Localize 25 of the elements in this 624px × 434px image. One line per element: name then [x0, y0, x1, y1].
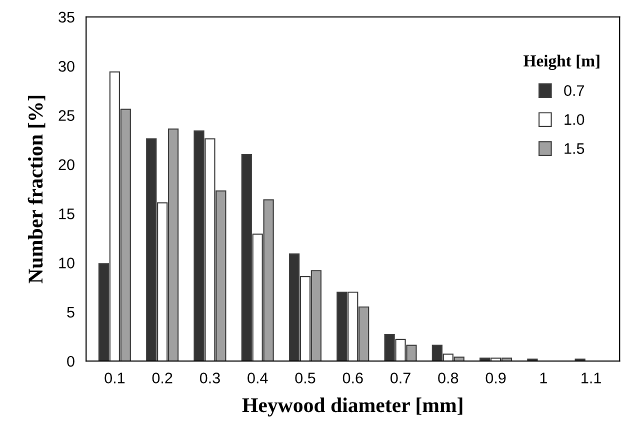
legend-title: Height [m] [524, 54, 600, 70]
x-tick-label: 0.6 [342, 372, 363, 384]
legend-label: 0.7 [564, 85, 584, 96]
y-tick-label: 20 [58, 159, 74, 170]
x-axis-title: Heywood diameter [mm] [242, 398, 462, 417]
x-tick-label: 0.5 [295, 372, 316, 384]
y-tick-label: 25 [58, 110, 74, 121]
y-tick-label: 35 [58, 12, 74, 23]
legend-label: 1.5 [564, 143, 584, 154]
x-tick-label: 1 [540, 372, 547, 384]
y-tick-label: 30 [58, 60, 74, 72]
x-tick-label: 0.9 [486, 372, 506, 384]
y-tick-label: 10 [59, 258, 74, 268]
y-tick-label: 0 [67, 356, 74, 367]
legend-label: 1.0 [564, 114, 584, 125]
x-tick-label: 0.3 [200, 372, 220, 384]
x-tick-label: 0.7 [390, 372, 410, 384]
y-tick-label: 15 [59, 208, 74, 220]
x-tick-label: 0.1 [104, 372, 125, 384]
x-tick-label: 0.2 [152, 372, 172, 384]
y-axis-title: Number fraction [%] [28, 96, 46, 284]
x-tick-label: 1.1 [582, 372, 601, 384]
x-tick-label: 0.8 [438, 372, 458, 384]
y-tick-label: 5 [67, 306, 74, 318]
x-tick-label: 0.4 [248, 372, 268, 384]
